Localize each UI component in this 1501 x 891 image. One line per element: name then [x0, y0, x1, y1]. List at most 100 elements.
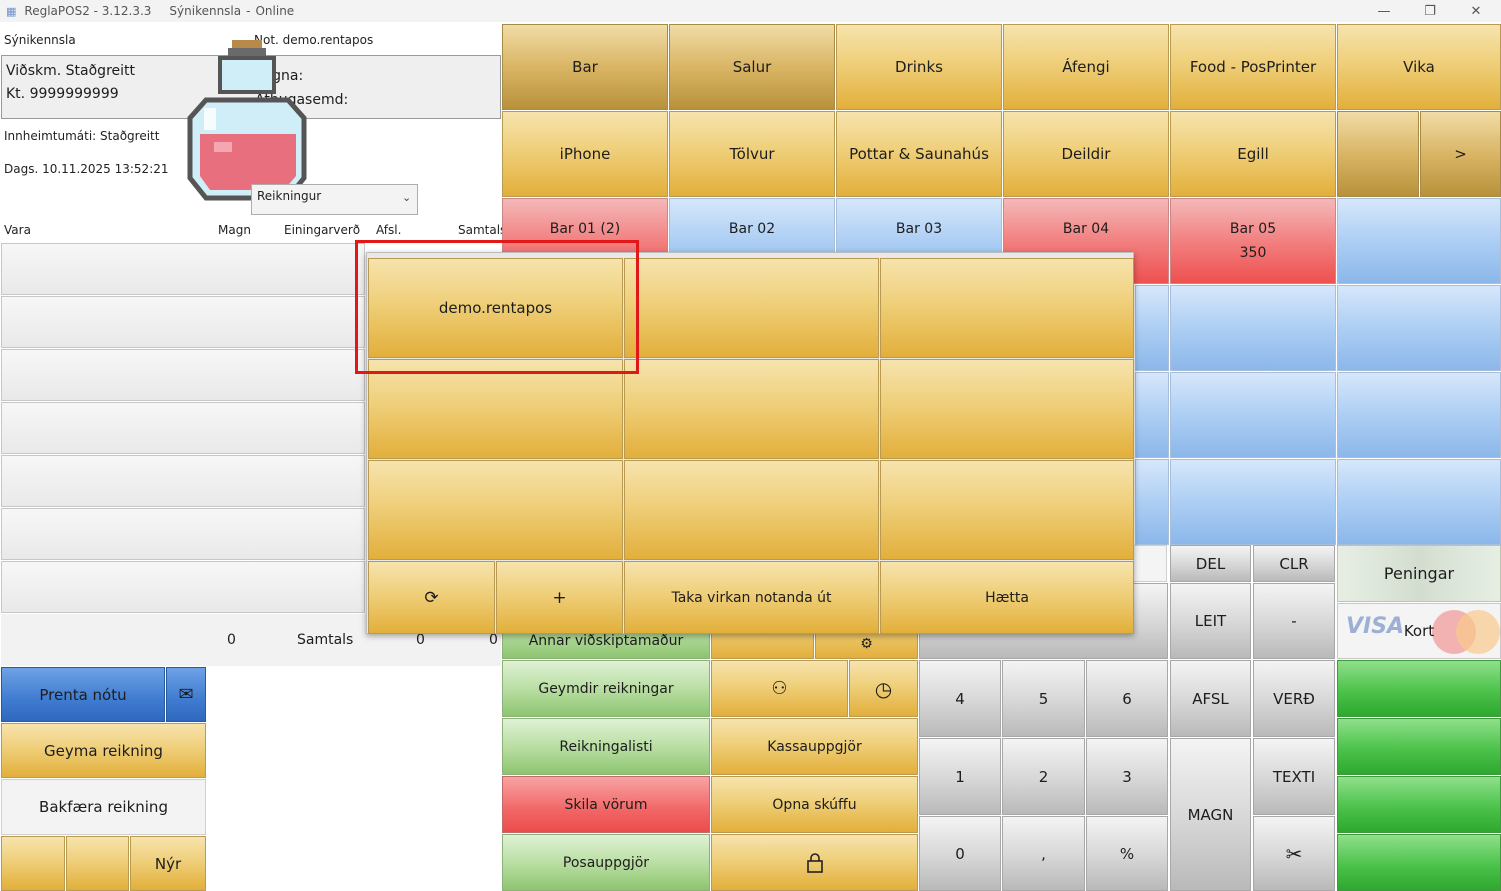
scissors-icon[interactable]: ✂	[1253, 816, 1335, 891]
table-row[interactable]	[1, 243, 365, 295]
save-invoice-button[interactable]: Geyma reikning	[1, 723, 206, 778]
table-row[interactable]	[1, 296, 365, 348]
cancel-button[interactable]: Hætta	[880, 561, 1134, 634]
table-name: Bar 01 (2)	[549, 221, 621, 237]
reverse-invoice-button[interactable]: Bakfæra reikning	[1, 779, 206, 835]
category-iphone[interactable]: iPhone	[502, 111, 668, 197]
table-row[interactable]	[1, 455, 365, 507]
user-button[interactable]	[368, 359, 623, 459]
table-bar-05[interactable]: Bar 05 350	[1170, 198, 1336, 284]
key-label: DEL	[1195, 554, 1226, 573]
maximize-button[interactable]: ❐	[1424, 3, 1436, 19]
invoice-type-select[interactable]: Reikningur ⌄	[251, 184, 418, 215]
category-drinks[interactable]: Drinks	[836, 24, 1002, 110]
table-empty[interactable]	[1135, 459, 1169, 545]
quantity-button[interactable]: MAGN	[1170, 738, 1251, 891]
key-percent[interactable]: %	[1086, 816, 1168, 891]
category-vika[interactable]: Vika	[1337, 24, 1501, 110]
key-comma[interactable]: ,	[1002, 816, 1085, 891]
refresh-icon[interactable]: ⟳	[368, 561, 495, 634]
email-icon[interactable]: ✉	[166, 667, 206, 722]
user-button[interactable]	[624, 460, 879, 560]
open-drawer-button[interactable]: Opna skúffu	[711, 776, 918, 833]
table-empty[interactable]	[1337, 285, 1501, 371]
return-goods-button[interactable]: Skila vörum	[502, 776, 710, 833]
table-empty[interactable]	[1337, 459, 1501, 545]
category-tolvur[interactable]: Tölvur	[669, 111, 835, 197]
table-empty[interactable]	[1170, 285, 1336, 371]
clr-button[interactable]: CLR	[1253, 545, 1335, 582]
minus-button[interactable]: -	[1253, 583, 1335, 659]
category-egill[interactable]: Egill	[1170, 111, 1336, 197]
payment-blank[interactable]	[1337, 718, 1501, 775]
key-label: LEIT	[1194, 612, 1227, 630]
discount-button[interactable]: AFSL	[1170, 660, 1251, 737]
category-pottar[interactable]: Pottar & Saunahús	[836, 111, 1002, 197]
blank-button[interactable]	[66, 836, 129, 891]
key-6[interactable]: 6	[1086, 660, 1168, 737]
print-receipt-button[interactable]: Prenta nótu	[1, 667, 165, 722]
key-label: 0	[955, 844, 965, 863]
blank-button[interactable]	[1, 836, 65, 891]
table-empty[interactable]	[1337, 372, 1501, 458]
key-label: ,	[1041, 844, 1046, 863]
table-row[interactable]	[1, 402, 365, 454]
key-0[interactable]: 0	[919, 816, 1001, 891]
payment-blank[interactable]	[1337, 834, 1501, 891]
date-label: Dags. 10.11.2025 13:52:21	[4, 162, 169, 176]
payment-blank[interactable]	[1337, 660, 1501, 717]
pos-settlement-button[interactable]: Posauppgjör	[502, 834, 710, 891]
visa-icon: VISA	[1346, 614, 1405, 639]
cash-payment-button[interactable]: Peningar	[1337, 545, 1501, 602]
user-select-popup: demo.rentapos ⟳ + Taka virkan notanda út…	[366, 252, 1134, 634]
table-row[interactable]	[1, 561, 365, 613]
category-bar[interactable]: Bar	[502, 24, 668, 110]
logout-user-button[interactable]: Taka virkan notanda út	[624, 561, 879, 634]
lock-icon[interactable]	[711, 834, 918, 891]
clock-icon[interactable]: ◷	[849, 660, 918, 717]
user-button[interactable]	[624, 258, 879, 358]
table-empty[interactable]	[1135, 285, 1169, 371]
table-row[interactable]	[1, 508, 365, 560]
payment-blank[interactable]	[1337, 776, 1501, 833]
category-deildir[interactable]: Deildir	[1003, 111, 1169, 197]
table-empty[interactable]	[1170, 372, 1336, 458]
category-label: Drinks	[895, 58, 943, 76]
user-button[interactable]	[880, 460, 1134, 560]
category-afengi[interactable]: Áfengi	[1003, 24, 1169, 110]
category-blank[interactable]	[1337, 111, 1419, 197]
stored-invoices-button[interactable]: Geymdir reikningar	[502, 660, 710, 717]
card-payment-button[interactable]: VISA Kort	[1337, 603, 1501, 659]
key-5[interactable]: 5	[1002, 660, 1085, 737]
add-user-button[interactable]: +	[496, 561, 623, 634]
users-icon[interactable]: ⚇	[711, 660, 848, 717]
user-button[interactable]	[880, 359, 1134, 459]
price-button[interactable]: VERÐ	[1253, 660, 1335, 737]
invoice-list-button[interactable]: Reikningalisti	[502, 718, 710, 775]
text-button[interactable]: TEXTI	[1253, 738, 1335, 815]
next-page-button[interactable]: >	[1420, 111, 1501, 197]
new-invoice-button[interactable]: Nýr	[130, 836, 206, 891]
user-button[interactable]	[880, 258, 1134, 358]
invoice-list-label: Reikningalisti	[559, 738, 653, 755]
minimize-button[interactable]: —	[1377, 3, 1391, 19]
user-button[interactable]	[368, 460, 623, 560]
search-button[interactable]: LEIT	[1170, 583, 1251, 659]
category-food[interactable]: Food - PosPrinter	[1170, 24, 1336, 110]
table-empty[interactable]	[1337, 198, 1501, 284]
user-button-demo-rentapos[interactable]: demo.rentapos	[368, 258, 623, 358]
close-button[interactable]: ✕	[1470, 3, 1482, 19]
key-label: 6	[1122, 689, 1132, 708]
category-salur[interactable]: Salur	[669, 24, 835, 110]
cash-settlement-button[interactable]: Kassauppgjör	[711, 718, 918, 775]
key-1[interactable]: 1	[919, 738, 1001, 815]
key-2[interactable]: 2	[1002, 738, 1085, 815]
del-button[interactable]: DEL	[1170, 545, 1251, 582]
table-empty[interactable]	[1170, 459, 1336, 545]
table-row[interactable]	[1, 349, 365, 401]
table-empty[interactable]	[1135, 372, 1169, 458]
key-4[interactable]: 4	[919, 660, 1001, 737]
user-button[interactable]	[624, 359, 879, 459]
key-label: 3	[1122, 767, 1132, 786]
key-3[interactable]: 3	[1086, 738, 1168, 815]
